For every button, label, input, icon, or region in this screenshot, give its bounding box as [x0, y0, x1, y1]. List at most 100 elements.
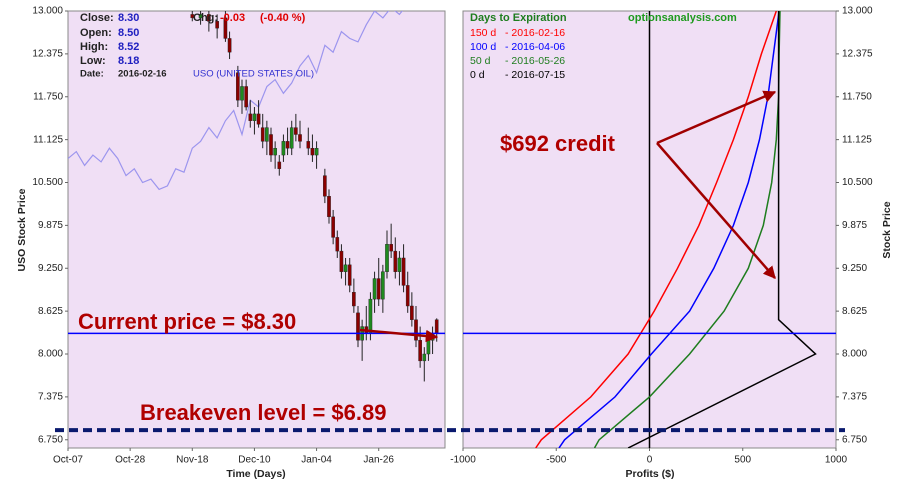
profit-curve: [627, 11, 817, 448]
annotation: Breakeven level = $6.89: [140, 400, 386, 425]
candle-body: [256, 113, 261, 125]
y-tick-label: 8.000: [38, 349, 63, 360]
candle-body: [418, 340, 422, 362]
x-tick-label: -1000: [450, 455, 476, 466]
y-axis-title: Stock Price: [881, 201, 893, 258]
candle-body: [356, 312, 360, 341]
candle-body: [269, 134, 273, 156]
info-value: -0.03: [220, 12, 245, 24]
candle-body: [252, 113, 257, 121]
annotation: Current price = $8.30: [78, 309, 296, 334]
y-tick-label: 13.000: [32, 6, 63, 17]
info-label: High:: [80, 41, 108, 53]
x-tick-label: Dec-10: [238, 455, 271, 466]
plot-1: [535, 11, 817, 448]
legend-expiry: - 2016-05-26: [505, 55, 565, 67]
x-tick-label: Oct-07: [53, 455, 83, 466]
x-tick-label: Oct-28: [115, 455, 145, 466]
y-tick-label: 9.875: [842, 220, 867, 231]
candle-body: [335, 237, 340, 252]
candle-body: [393, 250, 398, 272]
x-tick-label: 500: [734, 455, 751, 466]
plot-area: [67, 10, 446, 449]
candle-body: [410, 305, 414, 320]
y-tick-label: 7.375: [842, 392, 867, 403]
legend-name: 100 d: [470, 41, 496, 53]
info-label: Open:: [80, 27, 112, 39]
y-tick-label: 11.750: [842, 91, 872, 102]
candle-body: [240, 86, 244, 101]
y-tick-label: 12.375: [842, 49, 873, 60]
candle-body: [397, 257, 402, 272]
candle-body: [244, 86, 248, 108]
info-label: Chg:: [193, 12, 218, 24]
legend-expiry: - 2016-02-16: [505, 27, 565, 39]
candle-body: [260, 127, 265, 142]
info-label: Low:: [80, 55, 106, 67]
candle-body: [323, 175, 327, 197]
profit-curve: [558, 11, 780, 448]
x-axis-title: Profits ($): [625, 468, 674, 480]
profit-curve: [535, 11, 778, 448]
candle-body: [426, 340, 431, 355]
y-tick-label: 11.125: [842, 134, 872, 145]
y-tick-label: 8.000: [842, 349, 867, 360]
x-tick-label: 0: [647, 455, 653, 466]
y-tick-label: 11.750: [33, 91, 63, 102]
info-value: 8.18: [118, 55, 139, 67]
candle-body: [310, 148, 315, 156]
legend-name: 50 d: [470, 55, 491, 67]
candle-body: [352, 292, 356, 307]
arrow: [656, 142, 776, 279]
info-value: 2016-02-16: [118, 69, 167, 80]
arrow: [359, 328, 439, 343]
candle-body: [405, 285, 410, 307]
x-axis-title: Time (Days): [226, 468, 285, 480]
y-tick-label: 6.750: [38, 434, 63, 445]
candle-body: [285, 141, 290, 149]
candle-body: [385, 244, 389, 272]
candle-body: [376, 278, 381, 300]
info-value: 8.30: [118, 12, 139, 24]
candle-body: [331, 216, 335, 238]
legend-expiry: - 2016-07-15: [505, 69, 565, 81]
annotation: $692 credit: [500, 131, 616, 156]
x-tick-label: Jan-26: [363, 455, 394, 466]
candle-body: [198, 14, 203, 19]
legend-name: 0 d: [470, 69, 485, 81]
legend-name: 150 d: [470, 27, 496, 39]
candle-body: [277, 161, 282, 169]
y-tick-label: 9.875: [38, 220, 63, 231]
candle-body: [207, 14, 211, 22]
candle-body: [414, 319, 418, 341]
y-tick-label: 10.500: [842, 177, 873, 188]
candle-body: [347, 264, 352, 286]
candle-body: [265, 127, 269, 142]
candle-body: [343, 264, 348, 272]
overlays: [55, 332, 845, 433]
candle-body: [273, 148, 277, 156]
candle-body: [389, 244, 393, 252]
y-tick-label: 13.000: [842, 6, 873, 17]
candle-body: [401, 257, 406, 286]
y-tick-label: 8.625: [38, 306, 63, 317]
info-value: (-0.40 %): [260, 12, 306, 24]
candle-body: [223, 17, 228, 39]
y-tick-label: 8.625: [842, 306, 867, 317]
candle-body: [190, 14, 195, 19]
candle-body: [368, 298, 373, 334]
info-value: 8.50: [118, 27, 139, 39]
candle-body: [314, 148, 319, 156]
y-tick-label: 11.125: [33, 134, 63, 145]
candle-body: [236, 72, 240, 101]
y-tick-label: 9.250: [842, 263, 867, 274]
candle-body: [422, 353, 427, 362]
x-tick-label: Jan-04: [301, 455, 332, 466]
candle-body: [281, 141, 286, 156]
y-axis-title: USO Stock Price: [16, 188, 28, 271]
candle-body: [215, 21, 219, 29]
y-tick-label: 12.375: [32, 49, 63, 60]
x-tick-label: Nov-18: [176, 455, 209, 466]
candle-body: [248, 113, 253, 121]
